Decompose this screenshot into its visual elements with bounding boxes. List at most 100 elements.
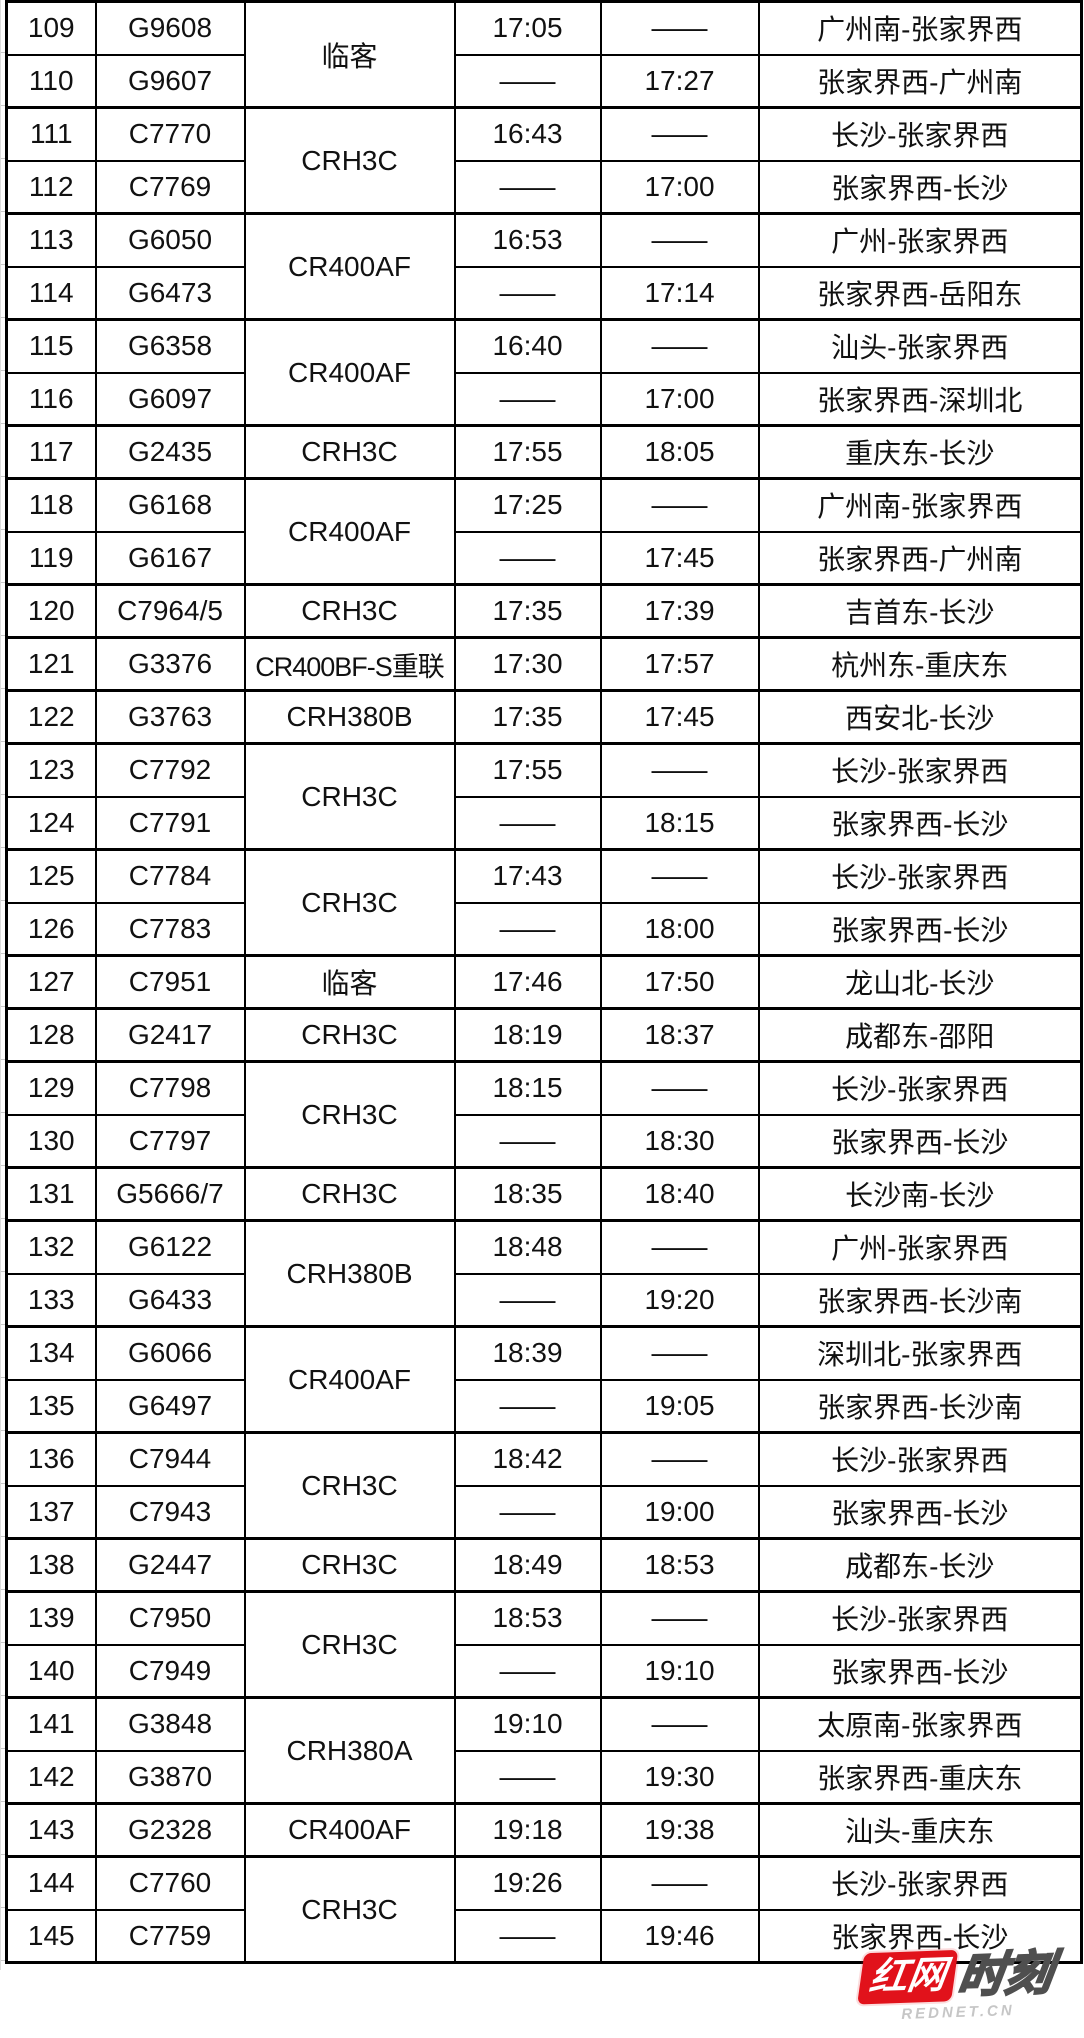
departure-time-cell: —— [453, 371, 602, 427]
arrival-time-cell: 17:50 [599, 954, 760, 1010]
table-row: 126 C7783 —— 18:00 张家界西-长沙 [5, 901, 1083, 957]
row-number-cell: 118 [5, 477, 97, 533]
table-row: 144 C7760 CRH3C 19:26 —— 长沙-张家界西 [5, 1855, 1083, 1964]
train-number-cell: G2328 [94, 1802, 246, 1858]
route-cell: 深圳北-张家界西 [757, 1325, 1083, 1381]
spreadsheet-gutter [0, 0, 6, 1970]
row-number-cell: 124 [5, 795, 97, 851]
arrival-time-cell: 18:40 [599, 1166, 760, 1222]
departure-time-cell: 18:49 [453, 1537, 602, 1593]
train-number-cell: C7760 [94, 1855, 246, 1911]
departure-time-cell: 18:53 [453, 1590, 602, 1646]
train-type-cell: CR400AF [243, 477, 456, 586]
departure-time-cell: —— [453, 265, 602, 321]
arrival-time-cell: 18:53 [599, 1537, 760, 1593]
row-number-cell: 141 [5, 1696, 97, 1752]
row-number-cell: 127 [5, 954, 97, 1010]
row-number-cell: 123 [5, 742, 97, 798]
route-cell: 重庆东-长沙 [757, 424, 1083, 480]
arrival-time-cell: 19:20 [599, 1272, 760, 1328]
train-type-cell: CR400AF [243, 1325, 456, 1434]
arrival-time-cell: 18:00 [599, 901, 760, 957]
row-number-cell: 136 [5, 1431, 97, 1487]
route-cell: 龙山北-长沙 [757, 954, 1083, 1010]
train-number-cell: G3376 [94, 636, 246, 692]
train-number-cell: C7964/5 [94, 583, 246, 639]
train-number-cell: C7798 [94, 1060, 246, 1116]
table-row: 139 C7950 CRH3C 18:53 —— 长沙-张家界西 [5, 1590, 1083, 1699]
departure-time-cell: 19:18 [453, 1802, 602, 1858]
arrival-time-cell: 17:45 [599, 689, 760, 745]
departure-time-cell: 18:42 [453, 1431, 602, 1487]
table-row: 111 C7770 CRH3C 16:43 —— 长沙-张家界西 [5, 106, 1083, 215]
train-number-cell: G6050 [94, 212, 246, 268]
train-number-cell: C7792 [94, 742, 246, 798]
departure-time-cell: —— [453, 1378, 602, 1434]
table-row: 128 G2417 CRH3C 18:19 18:37 成都东-邵阳 [5, 1007, 1083, 1063]
route-cell: 杭州东-重庆东 [757, 636, 1083, 692]
route-cell: 张家界西-长沙 [757, 1113, 1083, 1169]
train-number-cell: C7943 [94, 1484, 246, 1540]
departure-time-cell: 17:55 [453, 424, 602, 480]
arrival-time-cell: —— [599, 742, 760, 798]
route-cell: 张家界西-广州南 [757, 53, 1083, 109]
table-row: 118 G6168 CR400AF 17:25 —— 广州南-张家界西 [5, 477, 1083, 586]
route-cell: 长沙-张家界西 [757, 742, 1083, 798]
table-row: 112 C7769 —— 17:00 张家界西-长沙 [5, 159, 1083, 215]
route-cell: 长沙-张家界西 [757, 1590, 1083, 1646]
arrival-time-cell: 17:14 [599, 265, 760, 321]
departure-time-cell: —— [453, 901, 602, 957]
row-number-cell: 126 [5, 901, 97, 957]
row-number-cell: 117 [5, 424, 97, 480]
table-row: 114 G6473 —— 17:14 张家界西-岳阳东 [5, 265, 1083, 321]
train-number-cell: G6097 [94, 371, 246, 427]
arrival-time-cell: —— [599, 106, 760, 162]
table-row: 121 G3376 CR400BF-S重联 17:30 17:57 杭州东-重庆东 [5, 636, 1083, 692]
arrival-time-cell: 19:38 [599, 1802, 760, 1858]
row-number-cell: 122 [5, 689, 97, 745]
train-timetable: 109 G9608 临客 17:05 —— 广州南-张家界西 110 G9607 —— 17:27… [5, 0, 1083, 1964]
row-number-cell: 111 [5, 106, 97, 162]
train-type-cell: 临客 [243, 954, 456, 1010]
route-cell: 张家界西-长沙南 [757, 1272, 1083, 1328]
train-type-cell: CRH3C [243, 848, 456, 957]
table-row: 130 C7797 —— 18:30 张家界西-长沙 [5, 1113, 1083, 1169]
arrival-time-cell: 17:00 [599, 371, 760, 427]
departure-time-cell: —— [453, 530, 602, 586]
route-cell: 长沙-张家界西 [757, 106, 1083, 162]
departure-time-cell: 17:46 [453, 954, 602, 1010]
departure-time-cell: 16:43 [453, 106, 602, 162]
table-row: 115 G6358 CR400AF 16:40 —— 汕头-张家界西 [5, 318, 1083, 427]
arrival-time-cell: 18:05 [599, 424, 760, 480]
route-cell: 长沙-张家界西 [757, 1431, 1083, 1487]
departure-time-cell: 18:15 [453, 1060, 602, 1116]
route-cell: 西安北-长沙 [757, 689, 1083, 745]
departure-time-cell: 19:26 [453, 1855, 602, 1911]
route-cell: 张家界西-长沙 [757, 159, 1083, 215]
arrival-time-cell: —— [599, 848, 760, 904]
route-cell: 张家界西-长沙南 [757, 1378, 1083, 1434]
table-row: 133 G6433 —— 19:20 张家界西-长沙南 [5, 1272, 1083, 1328]
arrival-time-cell: 19:05 [599, 1378, 760, 1434]
train-type-cell: CR400AF [243, 212, 456, 321]
train-number-cell: C7770 [94, 106, 246, 162]
departure-time-cell: 18:39 [453, 1325, 602, 1381]
train-type-cell: CRH3C [243, 1855, 456, 1964]
row-number-cell: 134 [5, 1325, 97, 1381]
train-number-cell: C7769 [94, 159, 246, 215]
rednet-logo-outline-text: 时刻 [953, 1944, 1057, 2003]
row-number-cell: 131 [5, 1166, 97, 1222]
table-row: 142 G3870 —— 19:30 张家界西-重庆东 [5, 1749, 1083, 1805]
arrival-time-cell: 19:00 [599, 1484, 760, 1540]
table-row: 125 C7784 CRH3C 17:43 —— 长沙-张家界西 [5, 848, 1083, 957]
row-number-cell: 144 [5, 1855, 97, 1911]
row-number-cell: 119 [5, 530, 97, 586]
table-row: 137 C7943 —— 19:00 张家界西-长沙 [5, 1484, 1083, 1540]
table-row: 131 G5666/7 CRH3C 18:35 18:40 长沙南-长沙 [5, 1166, 1083, 1222]
row-number-cell: 132 [5, 1219, 97, 1275]
arrival-time-cell: —— [599, 477, 760, 533]
route-cell: 汕头-张家界西 [757, 318, 1083, 374]
table-row: 109 G9608 临客 17:05 —— 广州南-张家界西 [5, 0, 1083, 109]
train-number-cell: G6497 [94, 1378, 246, 1434]
train-type-cell: CRH3C [243, 1060, 456, 1169]
